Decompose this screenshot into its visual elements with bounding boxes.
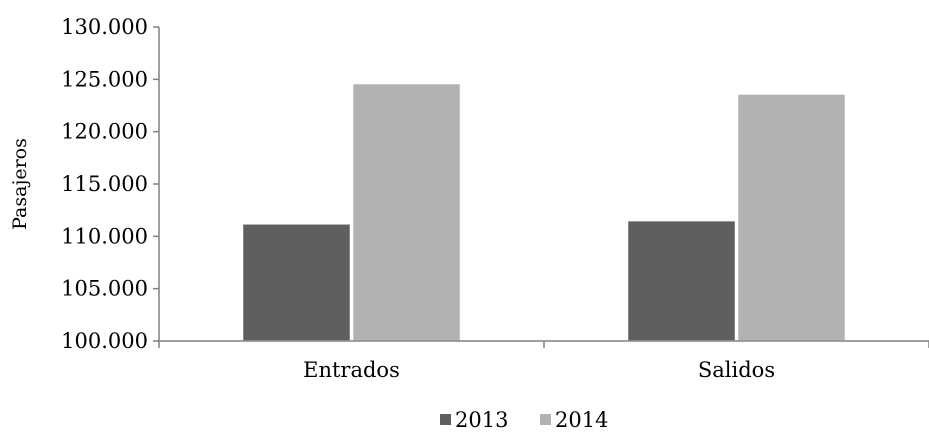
bar-2013-entrados <box>241 223 352 342</box>
bars-layer <box>241 82 847 342</box>
y-tick-label: 110.000 <box>61 224 148 248</box>
y-tick-label: 125.000 <box>61 67 148 91</box>
y-tick-label: 100.000 <box>61 329 148 353</box>
y-tick-label: 120.000 <box>61 120 148 144</box>
y-tick-label: 115.000 <box>61 172 148 196</box>
legend-swatch-2013 <box>440 414 451 425</box>
bar-2014-entrados <box>351 82 462 342</box>
y-tick-label: 130.000 <box>61 15 148 39</box>
y-axis-title: Pasajeros <box>9 138 31 230</box>
legend: 2013 2014 <box>440 408 608 432</box>
y-ticks: 100.000 105.000 110.000 115.000 120.000 125.0… <box>61 15 159 353</box>
bar-2013-salidos <box>626 219 737 342</box>
y-tick-label: 105.000 <box>61 277 148 301</box>
x-ticks: Entrados Salidos <box>158 341 929 382</box>
x-tick-label: Entrados <box>303 358 400 382</box>
legend-label-2014: 2014 <box>555 408 608 432</box>
legend-label-2013: 2013 <box>455 408 508 432</box>
bar-2014-salidos <box>736 93 847 342</box>
legend-swatch-2014 <box>540 414 551 425</box>
x-tick-label: Salidos <box>698 358 775 382</box>
